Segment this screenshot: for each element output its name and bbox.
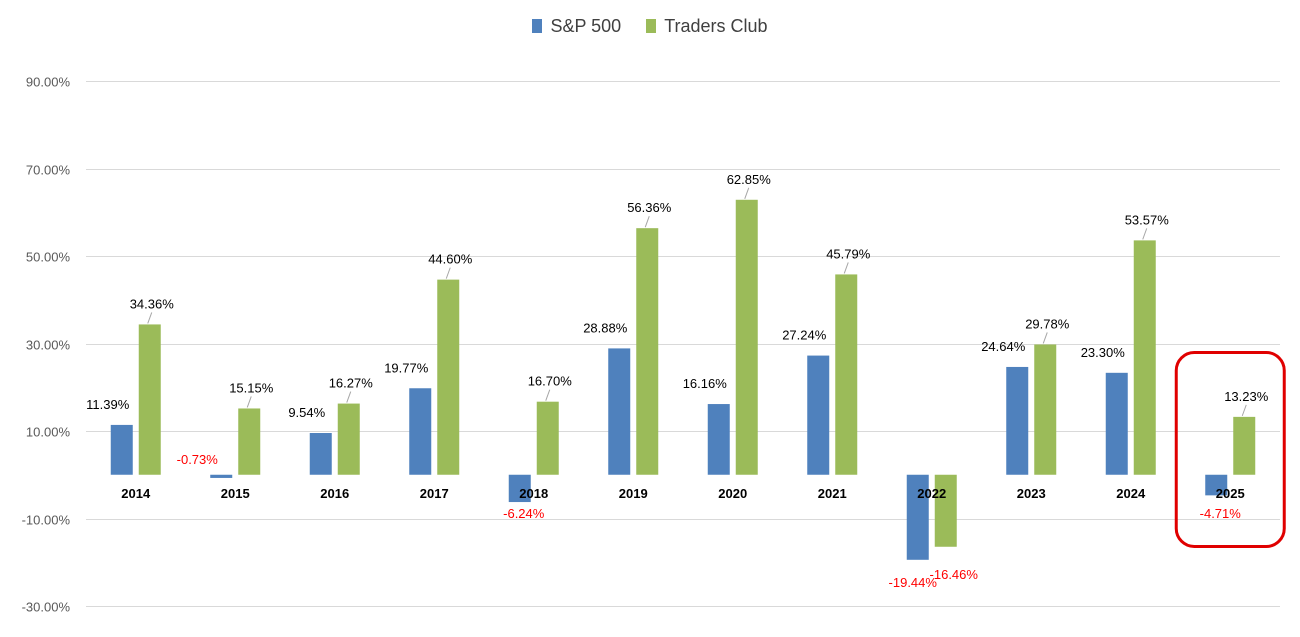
data-label-sp500: 27.24% (782, 328, 827, 343)
leader-line (1142, 228, 1148, 240)
data-label-sp500: 24.64% (981, 339, 1026, 354)
x-tick-label: 2019 (619, 486, 648, 501)
bar-traders-club (138, 324, 161, 475)
x-tick-label: 2020 (718, 486, 747, 501)
highlight-box (1174, 351, 1286, 548)
y-tick-label: 90.00% (26, 75, 71, 90)
data-label-traders-club: 53.57% (1125, 212, 1170, 227)
bar-traders-club (337, 403, 360, 475)
x-tick-label: 2021 (818, 486, 847, 501)
data-label-sp500: 23.30% (1081, 345, 1126, 360)
data-label-traders-club: 16.27% (329, 376, 374, 391)
legend-item-traders-club: Traders Club (646, 16, 768, 37)
bar-traders-club (934, 474, 957, 547)
legend-item-sp500: S&P 500 (532, 16, 621, 37)
bar-traders-club (1233, 416, 1256, 475)
bar-traders-club (1133, 240, 1156, 475)
bar-sp500 (1205, 474, 1228, 496)
leader-line (1042, 332, 1048, 344)
y-tick-label: -10.00% (22, 513, 71, 528)
x-tick-label: 2024 (1116, 486, 1146, 501)
data-label-traders-club: 44.60% (428, 252, 473, 267)
data-label-traders-club: 34.36% (130, 296, 175, 311)
y-tick-label: 30.00% (26, 338, 71, 353)
leader-line (545, 389, 551, 401)
legend-swatch-sp500 (532, 19, 543, 33)
y-tick-label: 50.00% (26, 250, 71, 265)
x-tick-label: 2022 (917, 486, 946, 501)
bar-traders-club (238, 408, 261, 475)
data-label-sp500: 16.16% (683, 376, 728, 391)
data-label-traders-club: 56.36% (627, 200, 672, 215)
data-label-sp500: 9.54% (288, 405, 325, 420)
data-label-sp500: 11.39% (86, 397, 130, 412)
x-tick-label: 2023 (1017, 486, 1046, 501)
legend: S&P 500 Traders Club (0, 16, 1300, 37)
bar-sp500 (1105, 372, 1128, 475)
bar-sp500 (409, 388, 432, 475)
bar-traders-club (1034, 344, 1057, 475)
leader-line (445, 267, 451, 279)
legend-label-traders-club: Traders Club (664, 16, 768, 36)
data-label-sp500: 28.88% (583, 320, 628, 335)
x-tick-label: 2017 (420, 486, 449, 501)
leader-line (1241, 404, 1247, 417)
bar-sp500 (807, 355, 830, 475)
y-tick-label: 70.00% (26, 163, 71, 178)
bar-sp500 (906, 474, 929, 560)
data-label-traders-club: 29.78% (1025, 316, 1070, 331)
leader-line (346, 391, 352, 403)
leader-line (147, 312, 153, 324)
leader-line (843, 262, 849, 274)
data-label-traders-club: 16.70% (528, 374, 573, 389)
data-label-traders-club: 62.85% (727, 172, 772, 187)
legend-swatch-traders-club (646, 19, 657, 33)
leader-line (644, 216, 650, 228)
bar-sp500 (210, 474, 233, 478)
bar-sp500 (1006, 366, 1029, 475)
x-tick-label: 2018 (519, 486, 548, 501)
data-label-traders-club: 13.23% (1224, 389, 1269, 404)
data-label-traders-club: 15.15% (229, 380, 274, 395)
y-tick-label: -30.00% (22, 600, 71, 615)
bar-traders-club (437, 279, 460, 475)
bar-sp500 (608, 348, 631, 475)
data-label-sp500: -0.73% (177, 452, 219, 467)
data-label-sp500: 19.77% (384, 360, 429, 375)
x-tick-label: 2014 (121, 486, 151, 501)
x-tick-label: 2016 (320, 486, 349, 501)
legend-label-sp500: S&P 500 (550, 16, 622, 36)
leader-line (246, 396, 252, 408)
leader-line (744, 187, 750, 199)
bar-traders-club (636, 228, 659, 475)
bar-traders-club (735, 199, 758, 475)
bar-sp500 (508, 474, 531, 503)
bar-sp500 (707, 404, 730, 475)
bar-sp500 (110, 424, 133, 475)
bar-sp500 (309, 433, 332, 475)
data-label-sp500: -4.71% (1200, 506, 1242, 521)
bar-traders-club (536, 401, 559, 475)
data-label-traders-club: -16.46% (930, 567, 979, 582)
x-tick-label: 2025 (1216, 486, 1245, 501)
data-label-traders-club: 45.79% (826, 246, 871, 261)
y-tick-label: 10.00% (26, 425, 71, 440)
data-label-sp500: -6.24% (503, 506, 545, 521)
x-tick-label: 2015 (221, 486, 250, 501)
bar-traders-club (835, 274, 858, 475)
data-label-sp500: -19.44% (889, 575, 938, 590)
